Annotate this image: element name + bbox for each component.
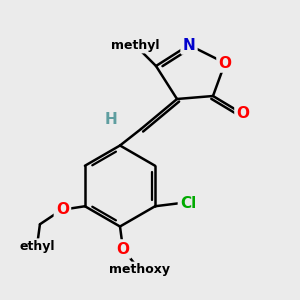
Text: O: O — [56, 202, 69, 217]
Text: methoxy: methoxy — [109, 263, 170, 277]
Text: methyl: methyl — [111, 38, 159, 52]
Text: O: O — [218, 56, 232, 70]
Text: O: O — [116, 242, 130, 256]
Text: N: N — [183, 38, 195, 52]
Text: ethyl: ethyl — [19, 240, 55, 253]
Text: O: O — [236, 106, 250, 122]
Text: H: H — [105, 112, 117, 128]
Text: Cl: Cl — [180, 196, 196, 211]
